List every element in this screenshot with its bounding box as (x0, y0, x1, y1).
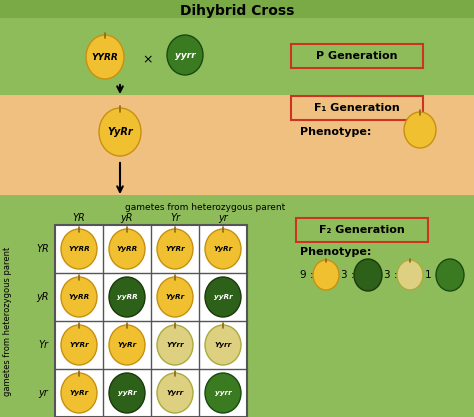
Text: gametes from heterozygous parent: gametes from heterozygous parent (125, 203, 285, 211)
Text: YyRR: YyRR (117, 246, 137, 252)
Ellipse shape (205, 373, 241, 413)
FancyBboxPatch shape (0, 0, 474, 18)
Text: YR: YR (36, 244, 49, 254)
Text: YYRr: YYRr (165, 246, 185, 252)
FancyBboxPatch shape (296, 218, 428, 242)
Text: P Generation: P Generation (316, 51, 398, 61)
Ellipse shape (109, 373, 145, 413)
Ellipse shape (61, 277, 97, 317)
Text: Yyrr: Yyrr (166, 390, 183, 396)
Ellipse shape (313, 260, 339, 290)
Ellipse shape (86, 35, 124, 79)
Text: YyRR: YyRR (68, 294, 90, 300)
Ellipse shape (436, 259, 464, 291)
FancyBboxPatch shape (291, 44, 423, 68)
Text: YR: YR (73, 213, 85, 223)
Ellipse shape (61, 373, 97, 413)
Text: F₂ Generation: F₂ Generation (319, 225, 405, 235)
Ellipse shape (109, 229, 145, 269)
Ellipse shape (157, 229, 193, 269)
Ellipse shape (354, 259, 382, 291)
Text: gametes from heterozygous parent: gametes from heterozygous parent (3, 246, 12, 396)
Text: YYRR: YYRR (91, 53, 118, 61)
Text: yyRR: yyRR (117, 294, 137, 300)
Text: YyRr: YyRr (213, 246, 233, 252)
Ellipse shape (205, 277, 241, 317)
Text: YYrr: YYrr (166, 342, 184, 348)
Ellipse shape (157, 277, 193, 317)
Text: ×: × (143, 53, 153, 66)
Text: yR: yR (121, 213, 133, 223)
Ellipse shape (109, 277, 145, 317)
Ellipse shape (167, 35, 203, 75)
Text: YyRr: YyRr (118, 342, 137, 348)
Text: yyrr: yyrr (215, 390, 231, 396)
Ellipse shape (99, 108, 141, 156)
Text: Yr: Yr (38, 340, 48, 350)
Text: yyRr: yyRr (118, 390, 137, 396)
FancyBboxPatch shape (291, 96, 423, 120)
Ellipse shape (109, 325, 145, 365)
Text: YYRR: YYRR (68, 246, 90, 252)
Text: YyRr: YyRr (69, 390, 89, 396)
Text: Phenotype:: Phenotype: (300, 247, 371, 257)
Text: yr: yr (218, 213, 228, 223)
Text: 3 :: 3 : (384, 270, 398, 280)
Ellipse shape (61, 229, 97, 269)
Text: YyRr: YyRr (107, 127, 133, 137)
Text: Yyrr: Yyrr (214, 342, 232, 348)
Text: YYRr: YYRr (69, 342, 89, 348)
Text: YyRr: YyRr (165, 294, 185, 300)
Text: 9 :: 9 : (300, 270, 313, 280)
Text: 3 :: 3 : (341, 270, 355, 280)
FancyBboxPatch shape (0, 95, 474, 195)
Text: yR: yR (37, 292, 49, 302)
Text: Yr: Yr (170, 213, 180, 223)
Ellipse shape (157, 325, 193, 365)
Text: Phenotype:: Phenotype: (300, 127, 371, 137)
Text: 1: 1 (425, 270, 432, 280)
FancyBboxPatch shape (0, 18, 474, 95)
Text: Dihybrid Cross: Dihybrid Cross (180, 4, 294, 18)
Text: yyRr: yyRr (214, 294, 232, 300)
Text: yr: yr (38, 388, 48, 398)
Ellipse shape (404, 112, 436, 148)
Ellipse shape (157, 373, 193, 413)
Ellipse shape (205, 229, 241, 269)
Ellipse shape (205, 325, 241, 365)
Text: yyrr: yyrr (174, 50, 195, 60)
Text: F₁ Generation: F₁ Generation (314, 103, 400, 113)
FancyBboxPatch shape (55, 225, 247, 417)
FancyBboxPatch shape (0, 195, 474, 417)
Ellipse shape (61, 325, 97, 365)
Ellipse shape (397, 260, 423, 290)
